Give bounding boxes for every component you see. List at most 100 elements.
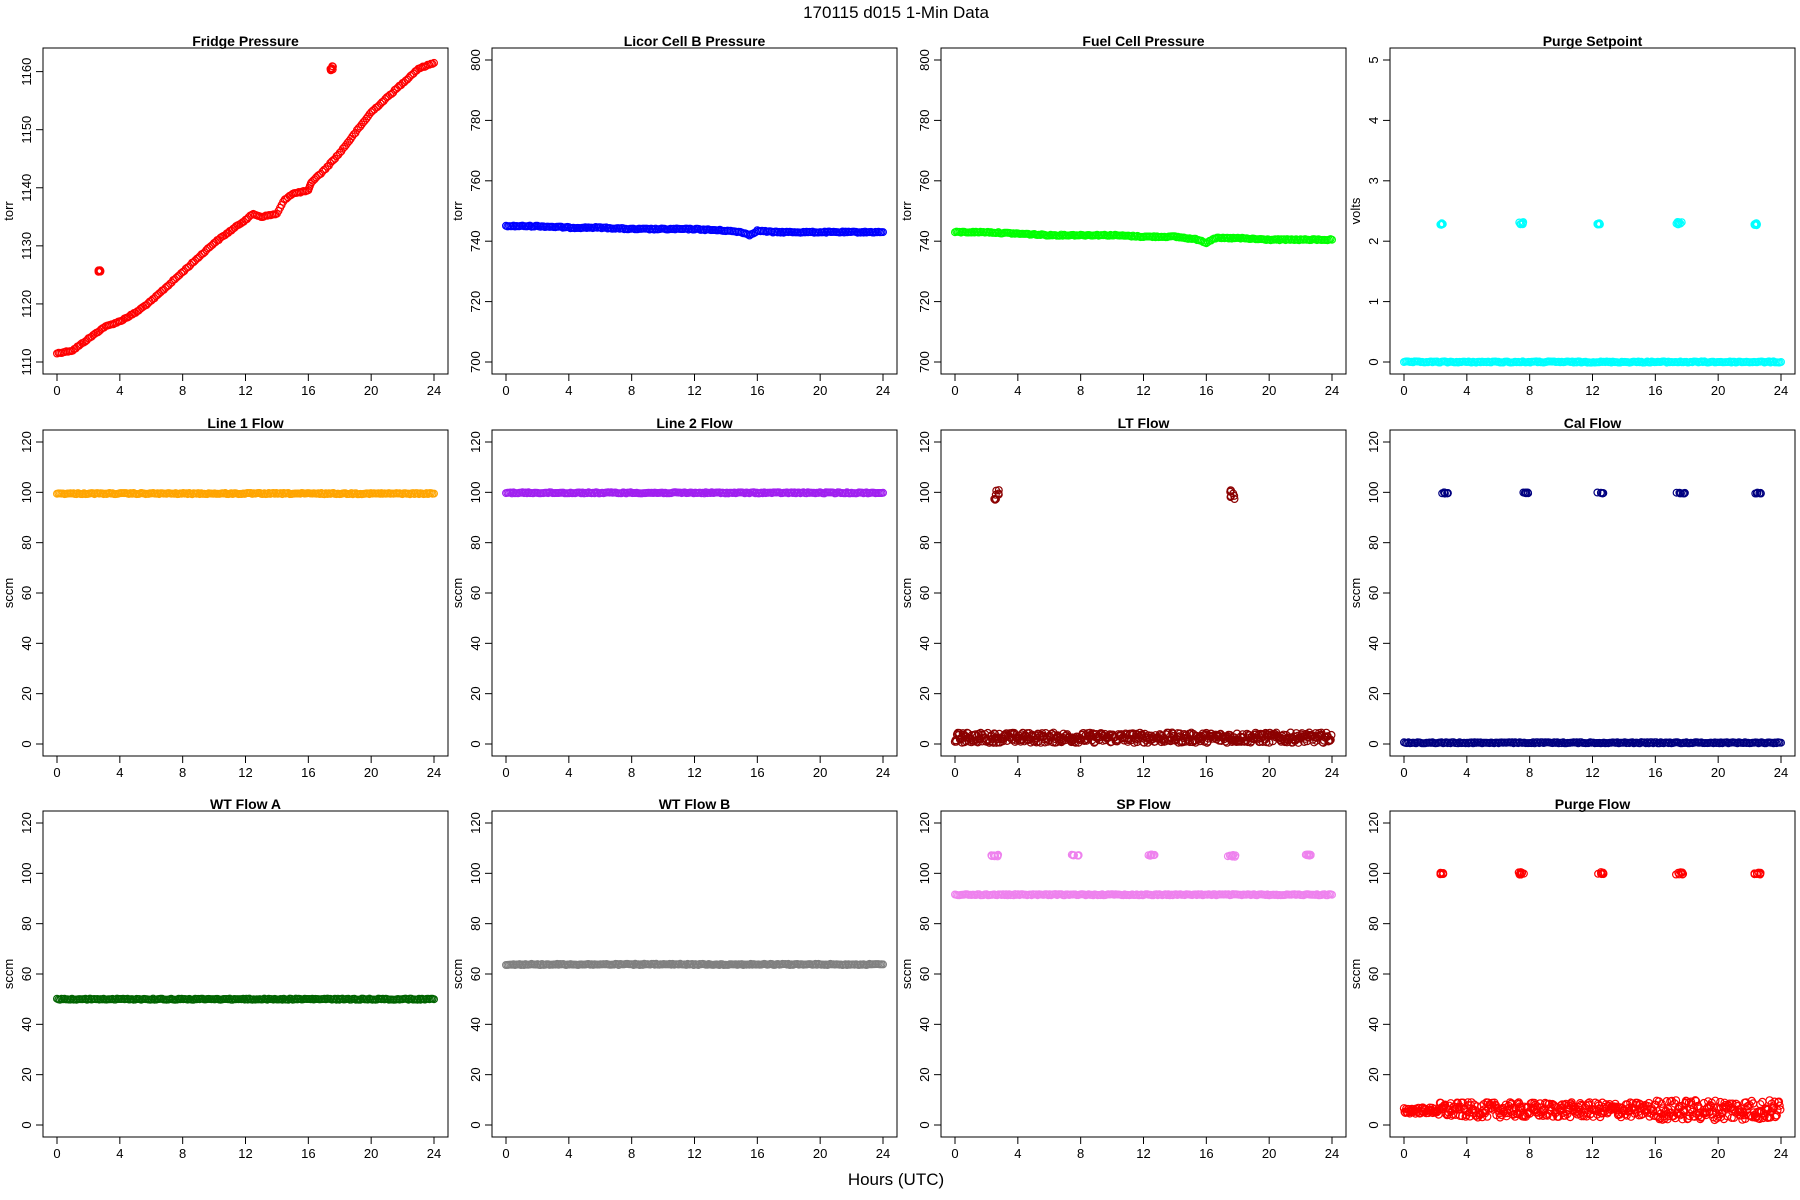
y-tick-label: 1150 [19, 116, 34, 144]
data-point [772, 227, 781, 236]
y-tick-label: 0 [19, 1121, 34, 1128]
y-tick-label: 700 [917, 351, 932, 373]
data-point [1164, 890, 1173, 899]
data-point [183, 490, 192, 499]
x-tick-label: 8 [1526, 1146, 1533, 1161]
data-point [1752, 869, 1761, 878]
y-tick-label: 720 [468, 291, 483, 313]
data-point [1752, 489, 1761, 498]
x-tick-label: 8 [1526, 383, 1533, 398]
data-point [811, 959, 820, 968]
plot-frame [1389, 47, 1796, 375]
y-axis-label: sccm [1348, 578, 1363, 608]
y-axis-label: sccm [1348, 959, 1363, 989]
data-point [638, 960, 647, 969]
panel-title: Fuel Cell Pressure [1082, 33, 1204, 49]
panel-title: Licor Cell B Pressure [624, 33, 766, 49]
y-tick-label: 0 [917, 740, 932, 747]
data-point [1527, 739, 1536, 748]
y-axis-label: sccm [1, 578, 16, 608]
data-point [1518, 868, 1527, 877]
data-point [407, 994, 416, 1003]
x-tick-label: 16 [1199, 1146, 1213, 1161]
x-tick-label: 16 [1648, 765, 1662, 780]
series-2 [1651, 1096, 1785, 1125]
y-tick-label: 20 [917, 1067, 932, 1081]
data-point [1607, 358, 1616, 367]
y-tick-label: 120 [19, 812, 34, 834]
x-tick-label: 16 [301, 1146, 315, 1161]
data-point [1657, 1099, 1667, 1109]
y-tick-label: 0 [1366, 1121, 1381, 1128]
plot-frame [940, 429, 1347, 757]
data-point [372, 995, 381, 1004]
data-point [415, 490, 424, 499]
data-point [1226, 493, 1235, 502]
x-tick-label: 4 [1463, 383, 1470, 398]
x-tick-label: 20 [813, 765, 827, 780]
y-tick-label: 120 [1366, 431, 1381, 453]
x-tick-label: 0 [1400, 1146, 1407, 1161]
x-tick-label: 8 [1526, 765, 1533, 780]
panel-title: LT Flow [1118, 415, 1170, 431]
data-point [991, 495, 1000, 504]
data-point [416, 995, 425, 1004]
plot-frame [42, 810, 449, 1138]
data-point [1153, 891, 1162, 900]
y-tick-label: 80 [1366, 916, 1381, 930]
data-point [1575, 1109, 1584, 1118]
data-point [684, 225, 693, 234]
data-point [320, 490, 329, 499]
y-tick-label: 40 [19, 1017, 34, 1031]
data-point [188, 490, 197, 499]
data-point [737, 960, 746, 969]
data-point [778, 227, 787, 236]
plot-frame [940, 810, 1347, 1138]
y-tick-label: 2 [1366, 238, 1381, 245]
x-tick-label: 0 [53, 383, 60, 398]
x-tick-label: 20 [1711, 765, 1725, 780]
data-point [1227, 851, 1236, 860]
data-point [1565, 1112, 1575, 1122]
data-point [1655, 739, 1664, 748]
y-tick-label: 40 [1366, 636, 1381, 650]
data-point [203, 490, 212, 499]
data-point [682, 224, 691, 233]
data-point [1014, 890, 1023, 899]
data-point [993, 851, 1002, 860]
y-tick-label: 60 [19, 967, 34, 981]
series-3 [1436, 868, 1448, 879]
y-tick-label: 100 [1366, 862, 1381, 884]
x-tick-label: 8 [179, 383, 186, 398]
data-point [1776, 1105, 1785, 1114]
data-point [715, 960, 724, 969]
data-point [1454, 739, 1463, 748]
data-point [553, 959, 562, 968]
data-point [66, 995, 75, 1004]
data-point [1000, 891, 1009, 900]
x-tick-label: 24 [427, 383, 441, 398]
y-axis-label: sccm [899, 959, 914, 989]
data-point [1148, 233, 1157, 242]
data-point [326, 66, 335, 75]
data-point [1325, 736, 1335, 745]
data-point [700, 489, 709, 498]
data-point [1309, 738, 1319, 747]
chart-panel-10: SP Flow 0 4 8 12 16 20 24 0 20 40 60 80 100 120 sccm [899, 796, 1347, 1161]
data-point [409, 489, 418, 498]
data-point [812, 960, 821, 969]
data-point [189, 995, 198, 1004]
data-point [1628, 738, 1637, 747]
data-point [430, 489, 439, 498]
y-tick-label: 3 [1366, 177, 1381, 184]
data-point [841, 489, 850, 498]
x-tick-label: 4 [565, 1146, 572, 1161]
y-tick-label: 20 [468, 686, 483, 700]
x-tick-label: 16 [750, 383, 764, 398]
data-point [347, 489, 356, 498]
data-point [985, 737, 995, 746]
series-1 [94, 266, 105, 276]
data-point [111, 995, 120, 1004]
data-point [1027, 891, 1036, 900]
data-point [332, 995, 341, 1004]
